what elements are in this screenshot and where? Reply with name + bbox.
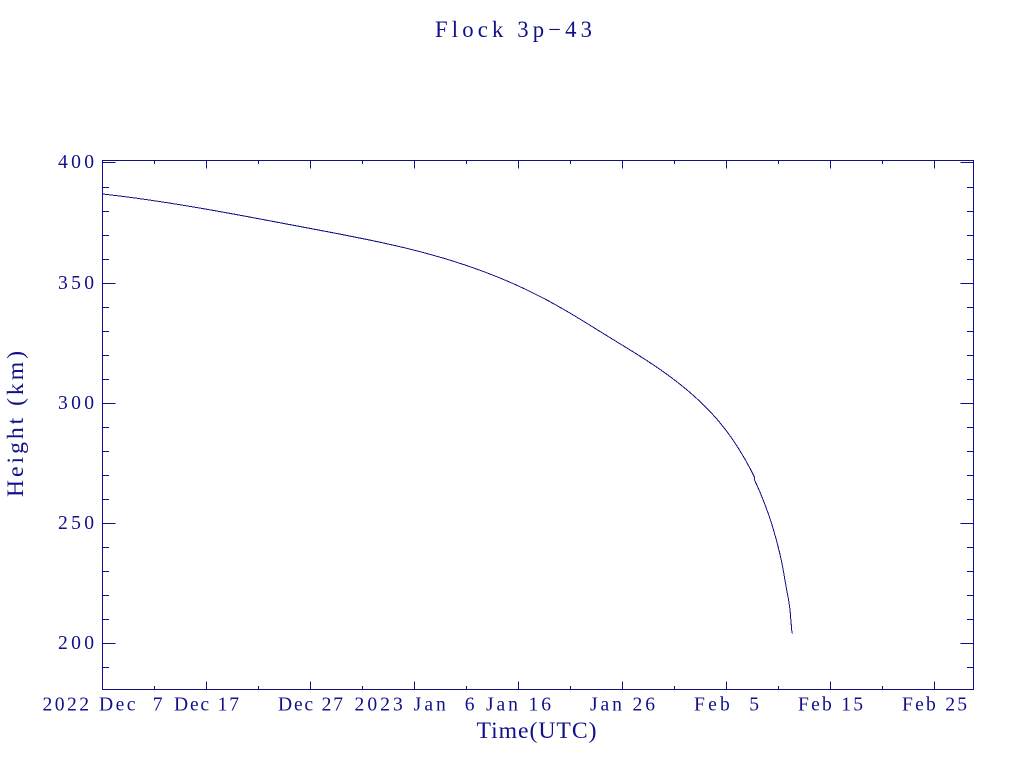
svg-text:Feb 15: Feb 15 — [798, 695, 863, 716]
svg-text:2022 Dec 7: 2022 Dec 7 — [43, 695, 163, 716]
svg-text:Dec 27: Dec 27 — [278, 695, 343, 716]
svg-text:350: 350 — [58, 273, 94, 294]
svg-text:Height (km): Height (km) — [3, 351, 29, 497]
svg-text:Feb 5: Feb 5 — [694, 695, 759, 716]
svg-text:300: 300 — [58, 393, 94, 414]
svg-text:Time(UTC): Time(UTC) — [477, 718, 597, 744]
svg-text:2023 Jan 6: 2023 Jan 6 — [355, 695, 475, 716]
svg-text:250: 250 — [58, 513, 94, 534]
svg-text:400: 400 — [58, 152, 94, 173]
svg-text:Dec 17: Dec 17 — [174, 695, 239, 716]
svg-text:200: 200 — [58, 633, 94, 654]
svg-text:Feb 25: Feb 25 — [902, 695, 967, 716]
